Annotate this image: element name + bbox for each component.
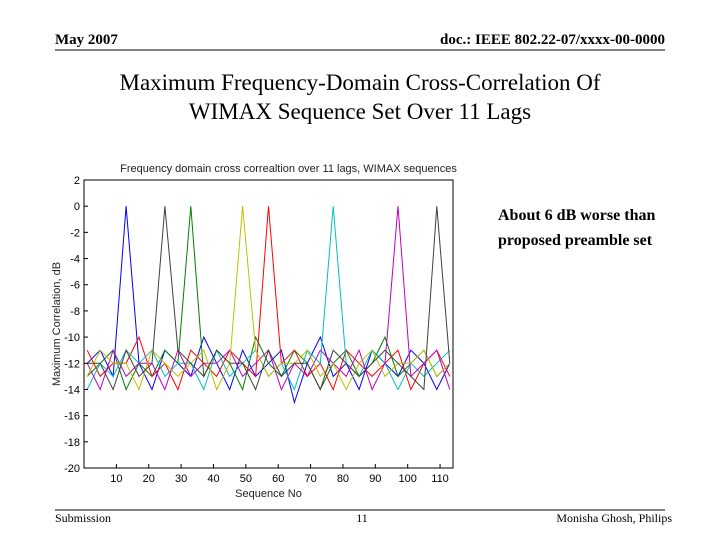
series-line <box>86 206 451 391</box>
footer-right: Monisha Ghosh, Philips <box>556 511 672 525</box>
x-tick-label: 40 <box>207 473 219 485</box>
x-axis-label: Sequence No <box>235 488 302 500</box>
y-tick-label: -20 <box>64 463 80 475</box>
y-tick-label: -6 <box>70 280 80 292</box>
series-line <box>86 206 451 391</box>
series-line <box>87 206 451 391</box>
header-date: May 2007 <box>55 32 118 48</box>
footer-left: Submission <box>55 511 111 525</box>
y-tick-label: -10 <box>64 332 80 344</box>
y-axis-label: Maximum Correlation, dB <box>51 262 63 386</box>
x-tick-label: 50 <box>240 473 252 485</box>
annotation-line: proposed preamble set <box>498 232 653 249</box>
chart-title: Frequency domain cross correaltion over … <box>120 163 457 175</box>
y-tick-label: -18 <box>64 437 80 449</box>
footer-page: 11 <box>356 511 368 525</box>
title-line: Maximum Frequency-Domain Cross-Correlati… <box>120 70 601 95</box>
y-tick-label: 2 <box>74 175 80 187</box>
y-tick-label: -4 <box>70 254 80 266</box>
y-tick-label: -14 <box>64 384 80 396</box>
x-tick-label: 90 <box>369 473 381 485</box>
y-tick-label: -16 <box>64 411 80 423</box>
y-tick-label: -12 <box>64 358 80 370</box>
x-tick-label: 10 <box>110 473 122 485</box>
x-tick-label: 30 <box>175 473 187 485</box>
header-doc: doc.: IEEE 802.22-07/xxxx-00-0000 <box>440 32 665 48</box>
title-line: WIMAX Sequence Set Over 11 Lags <box>189 99 531 124</box>
y-tick-label: -2 <box>70 227 80 239</box>
x-tick-label: 70 <box>304 473 316 485</box>
series-line <box>86 206 451 391</box>
annotation-line: About 6 dB worse than <box>498 207 655 224</box>
y-tick-label: 0 <box>74 201 80 213</box>
chart: Frequency domain cross correaltion over … <box>51 163 457 500</box>
x-tick-label: 100 <box>399 473 417 485</box>
x-tick-label: 20 <box>143 473 155 485</box>
x-tick-label: 60 <box>272 473 284 485</box>
x-tick-label: 110 <box>431 473 449 485</box>
y-tick-label: -8 <box>70 306 80 318</box>
plot-frame <box>83 179 454 469</box>
x-tick-label: 80 <box>337 473 349 485</box>
